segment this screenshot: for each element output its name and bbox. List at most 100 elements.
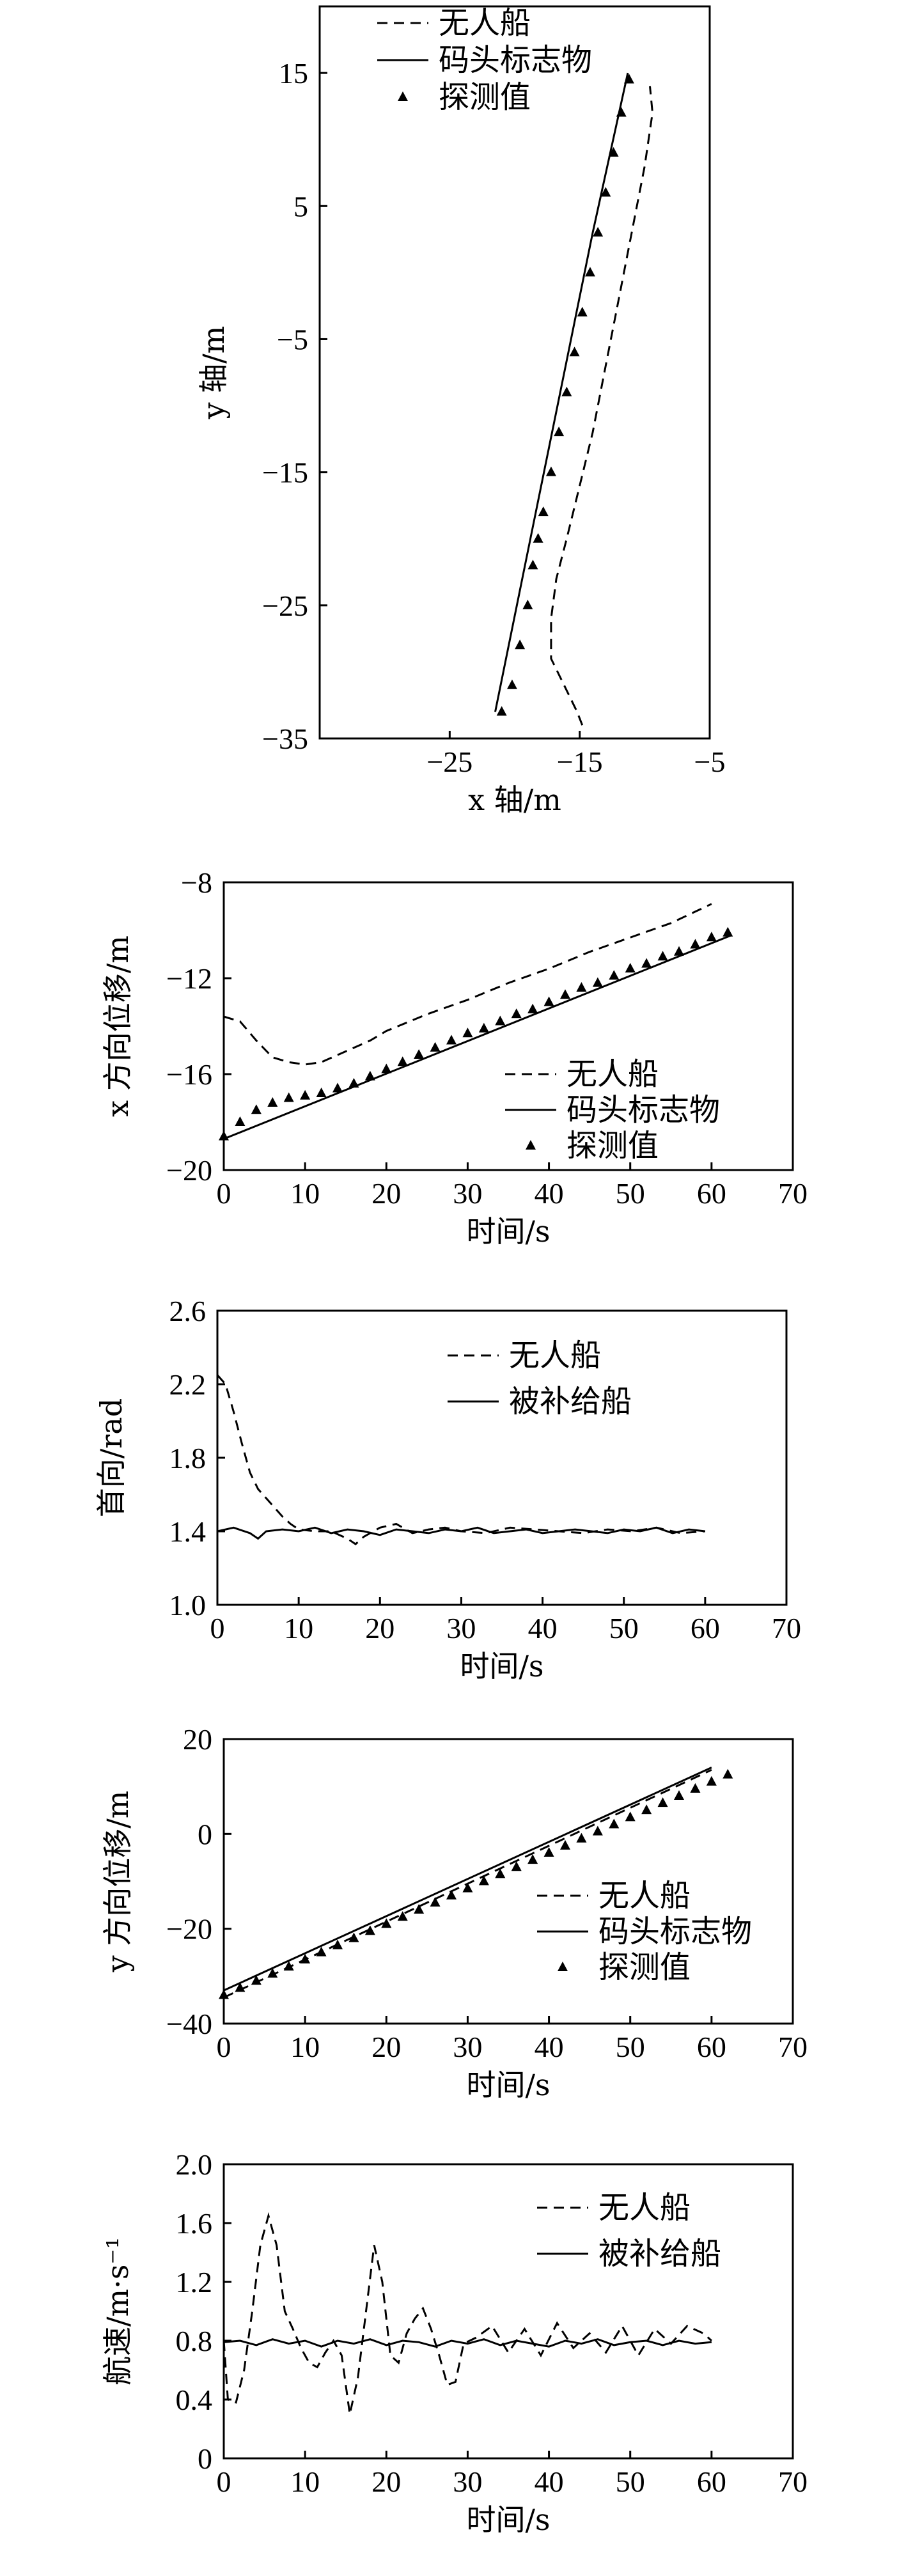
legend-label: 探测值	[439, 79, 531, 115]
data-point	[625, 963, 636, 972]
x-tick-label: 70	[778, 2465, 808, 2498]
legend-label: 无人船	[509, 1338, 601, 1373]
data-point	[478, 1022, 489, 1033]
x-tick-label: 40	[535, 1177, 564, 1210]
chart-2: 0 10 20 30 40 50 60 70 −8 −12 −16 −20 时间/s x 方向位移/m 无人…	[100, 866, 808, 1249]
data-point	[609, 1818, 620, 1829]
legend-label: 被补给船	[509, 1384, 632, 1419]
data-point	[381, 1063, 392, 1073]
series-dashed	[216, 1374, 706, 1545]
legend-label: 无人船	[566, 1056, 659, 1092]
data-point	[511, 1861, 522, 1871]
data-point	[576, 982, 587, 992]
y-tick-label: −25	[262, 589, 308, 622]
y-tick-label: −35	[262, 722, 308, 755]
x-tick-label: 10	[290, 2465, 320, 2498]
data-point	[495, 1868, 506, 1878]
x-tick-label: 50	[616, 2031, 645, 2063]
x-tick-label: 20	[371, 2465, 401, 2498]
data-point	[561, 386, 572, 396]
x-tick-label: −25	[426, 745, 473, 778]
y-tick-label: 2.0	[176, 2148, 213, 2181]
data-point	[397, 1911, 408, 1921]
legend-label: 探测值	[566, 1128, 659, 1164]
data-point	[600, 187, 611, 197]
data-point	[577, 306, 588, 316]
data-point	[625, 1811, 636, 1822]
data-point	[478, 1875, 489, 1885]
data-point	[219, 1130, 229, 1141]
x-axis-label: 时间/s	[466, 1214, 550, 1249]
data-point	[657, 1797, 668, 1807]
data-point	[446, 1034, 457, 1045]
x-tick-label: 60	[697, 1177, 726, 1210]
data-point	[506, 679, 517, 689]
data-point	[364, 1925, 375, 1935]
series-markers	[219, 1768, 733, 1999]
series-solid	[217, 1526, 706, 1540]
data-point	[430, 1896, 441, 1907]
data-point	[219, 1989, 229, 1999]
data-point	[641, 1804, 652, 1815]
y-axis-label: y 方向位移/m	[100, 1791, 135, 1973]
data-point	[592, 1825, 603, 1836]
data-point	[706, 1776, 717, 1786]
data-point	[569, 347, 580, 357]
y-tick-label: 2.6	[169, 1295, 207, 1327]
chart-4: 0 10 20 30 40 50 60 70 20 0 −20 −40 时间/s y 方向位移/m 无人船码…	[100, 1723, 808, 2102]
series-solid	[223, 1767, 712, 1992]
x-tick-label: 70	[778, 1177, 808, 1210]
data-point	[538, 506, 549, 517]
x-tick-label: 60	[697, 2465, 726, 2498]
y-tick-label: 1.6	[176, 2207, 213, 2240]
y-tick-label: 15	[279, 57, 308, 90]
y-tick-label: −20	[166, 1913, 212, 1946]
data-point	[283, 1092, 294, 1102]
x-tick-label: 20	[371, 2031, 401, 2063]
legend-label: 被补给船	[598, 2236, 721, 2272]
y-tick-label: 1.4	[169, 1515, 207, 1548]
plot-frame	[223, 1738, 794, 2025]
data-point	[511, 1008, 522, 1019]
x-tick-label: 0	[217, 2465, 231, 2498]
data-point	[348, 1078, 359, 1088]
data-point	[722, 926, 733, 937]
data-point	[496, 706, 507, 716]
data-point	[397, 1056, 408, 1066]
data-point	[576, 1832, 587, 1843]
series-solid	[223, 2338, 712, 2348]
data-point	[430, 1042, 441, 1052]
y-tick-label: −15	[262, 457, 308, 489]
data-point	[348, 1932, 359, 1942]
x-tick-label: 20	[371, 1177, 401, 1210]
data-point	[560, 1839, 570, 1850]
chart-3: 0 10 20 30 40 50 60 70 2.6 2.2 1.8 1.4 1.0 时间/s 首向/rad…	[94, 1295, 801, 1683]
x-tick-label: 70	[772, 1612, 801, 1644]
data-point	[690, 1783, 701, 1793]
series-markers	[219, 926, 733, 1141]
data-point	[283, 1961, 294, 1971]
x-tick-label: 60	[691, 1612, 720, 1644]
x-tick-label: 10	[290, 1177, 320, 1210]
data-point	[300, 1953, 311, 1963]
data-point	[235, 1982, 246, 1992]
y-tick-label: −8	[181, 866, 212, 899]
data-point	[414, 1904, 425, 1914]
chart-1: −25 −15 −5 15 5 −5 −15 −25 −35 x 轴/m y 轴/m 无人船码头标志物…	[196, 5, 725, 817]
x-tick-label: 40	[535, 2465, 564, 2498]
x-tick-label: 70	[778, 2031, 808, 2063]
x-tick-label: 40	[535, 2031, 564, 2063]
x-tick-label: 50	[616, 1177, 645, 1210]
y-axis-label: x 方向位移/m	[100, 935, 135, 1117]
data-point	[609, 970, 620, 980]
data-point	[690, 939, 701, 949]
data-point	[251, 1975, 262, 1985]
data-point	[381, 1918, 392, 1928]
plot-frame	[318, 5, 711, 740]
data-point	[545, 466, 556, 476]
data-point	[267, 1968, 278, 1978]
y-tick-label: 0	[198, 1818, 212, 1850]
y-tick-label: 0.8	[176, 2325, 213, 2357]
data-point	[522, 599, 533, 609]
